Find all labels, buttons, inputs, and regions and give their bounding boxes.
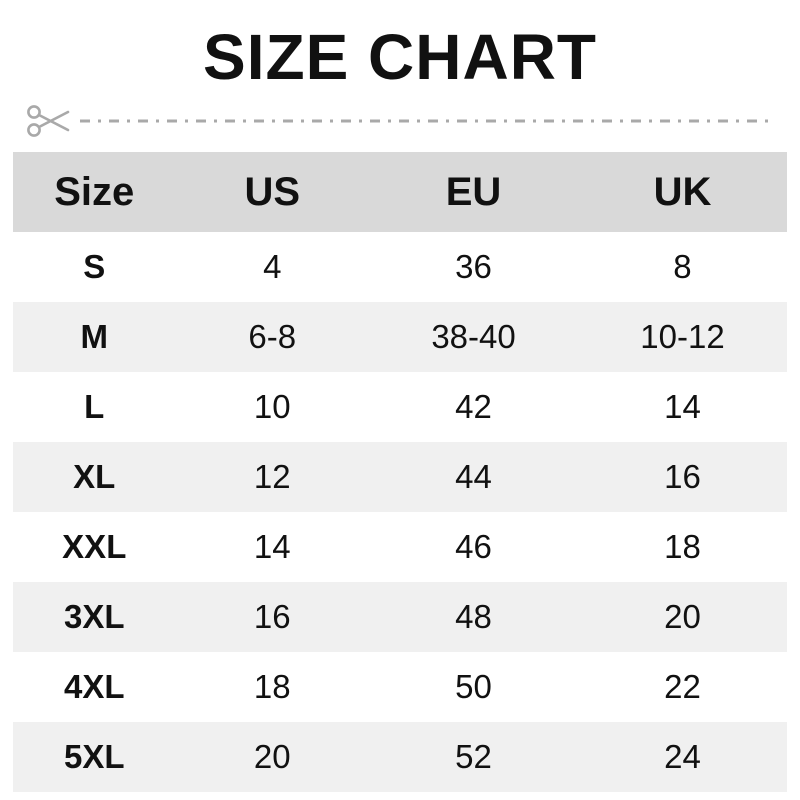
size-table: Size US EU UK S 4 36 8 M 6-8 38-40 10-12 L 10 42 14… <box>13 152 787 793</box>
eu-value-cell: 44 <box>455 458 492 496</box>
scissors-icon <box>27 105 70 138</box>
size-label-cell: 5XL <box>64 738 125 776</box>
uk-value-cell: 14 <box>664 388 701 426</box>
table-row: 5XL 20 52 24 <box>13 722 787 793</box>
eu-value-cell: 48 <box>455 598 492 636</box>
uk-value-cell: 16 <box>664 458 701 496</box>
column-header-uk: UK <box>653 169 712 214</box>
eu-value-cell: 46 <box>455 528 492 566</box>
uk-value-cell: 18 <box>664 528 701 566</box>
eu-value-cell: 38-40 <box>431 318 516 356</box>
table-row: 4XL 18 50 22 <box>13 652 787 722</box>
column-header-eu: EU <box>445 169 502 214</box>
size-label-cell: M <box>80 318 109 356</box>
table-row: L 10 42 14 <box>13 372 787 442</box>
column-header-us: US <box>244 169 301 214</box>
table-row: S 4 36 8 <box>13 232 787 302</box>
us-value-cell: 20 <box>253 738 291 776</box>
page-title: SIZE CHART <box>203 21 597 93</box>
table-header-row: Size US EU UK <box>13 152 787 233</box>
size-label-cell: 3XL <box>64 598 125 636</box>
table-row: XL 12 44 16 <box>13 442 787 513</box>
size-label-cell: S <box>83 248 106 286</box>
us-value-cell: 12 <box>253 458 291 496</box>
cut-line <box>26 98 774 144</box>
table-row: M 6-8 38-40 10-12 <box>13 302 787 373</box>
eu-value-cell: 52 <box>455 738 492 776</box>
eu-value-cell: 42 <box>455 388 492 426</box>
size-label-cell: L <box>84 388 105 426</box>
eu-value-cell: 36 <box>455 248 492 286</box>
dashed-cut-line-icon <box>80 119 774 123</box>
us-value-cell: 4 <box>263 248 282 286</box>
table-row: 3XL 16 48 20 <box>13 582 787 653</box>
uk-value-cell: 20 <box>664 598 701 636</box>
uk-value-cell: 10-12 <box>640 318 725 356</box>
uk-value-cell: 8 <box>673 248 692 286</box>
table-row: XXL 14 46 18 <box>13 512 787 582</box>
uk-value-cell: 22 <box>664 668 701 706</box>
column-header-size: Size <box>54 169 135 214</box>
us-value-cell: 18 <box>253 668 291 706</box>
us-value-cell: 14 <box>253 528 291 566</box>
size-label-cell: 4XL <box>64 668 125 706</box>
us-value-cell: 16 <box>253 598 291 636</box>
size-label-cell: XXL <box>62 528 127 566</box>
table-body: S 4 36 8 M 6-8 38-40 10-12 L 10 42 14 XL 12 44 16 XXL 14 4… <box>13 232 787 793</box>
eu-value-cell: 50 <box>455 668 492 706</box>
size-label-cell: XL <box>73 458 116 496</box>
us-value-cell: 10 <box>253 388 291 426</box>
us-value-cell: 6-8 <box>248 318 297 356</box>
uk-value-cell: 24 <box>664 738 701 776</box>
